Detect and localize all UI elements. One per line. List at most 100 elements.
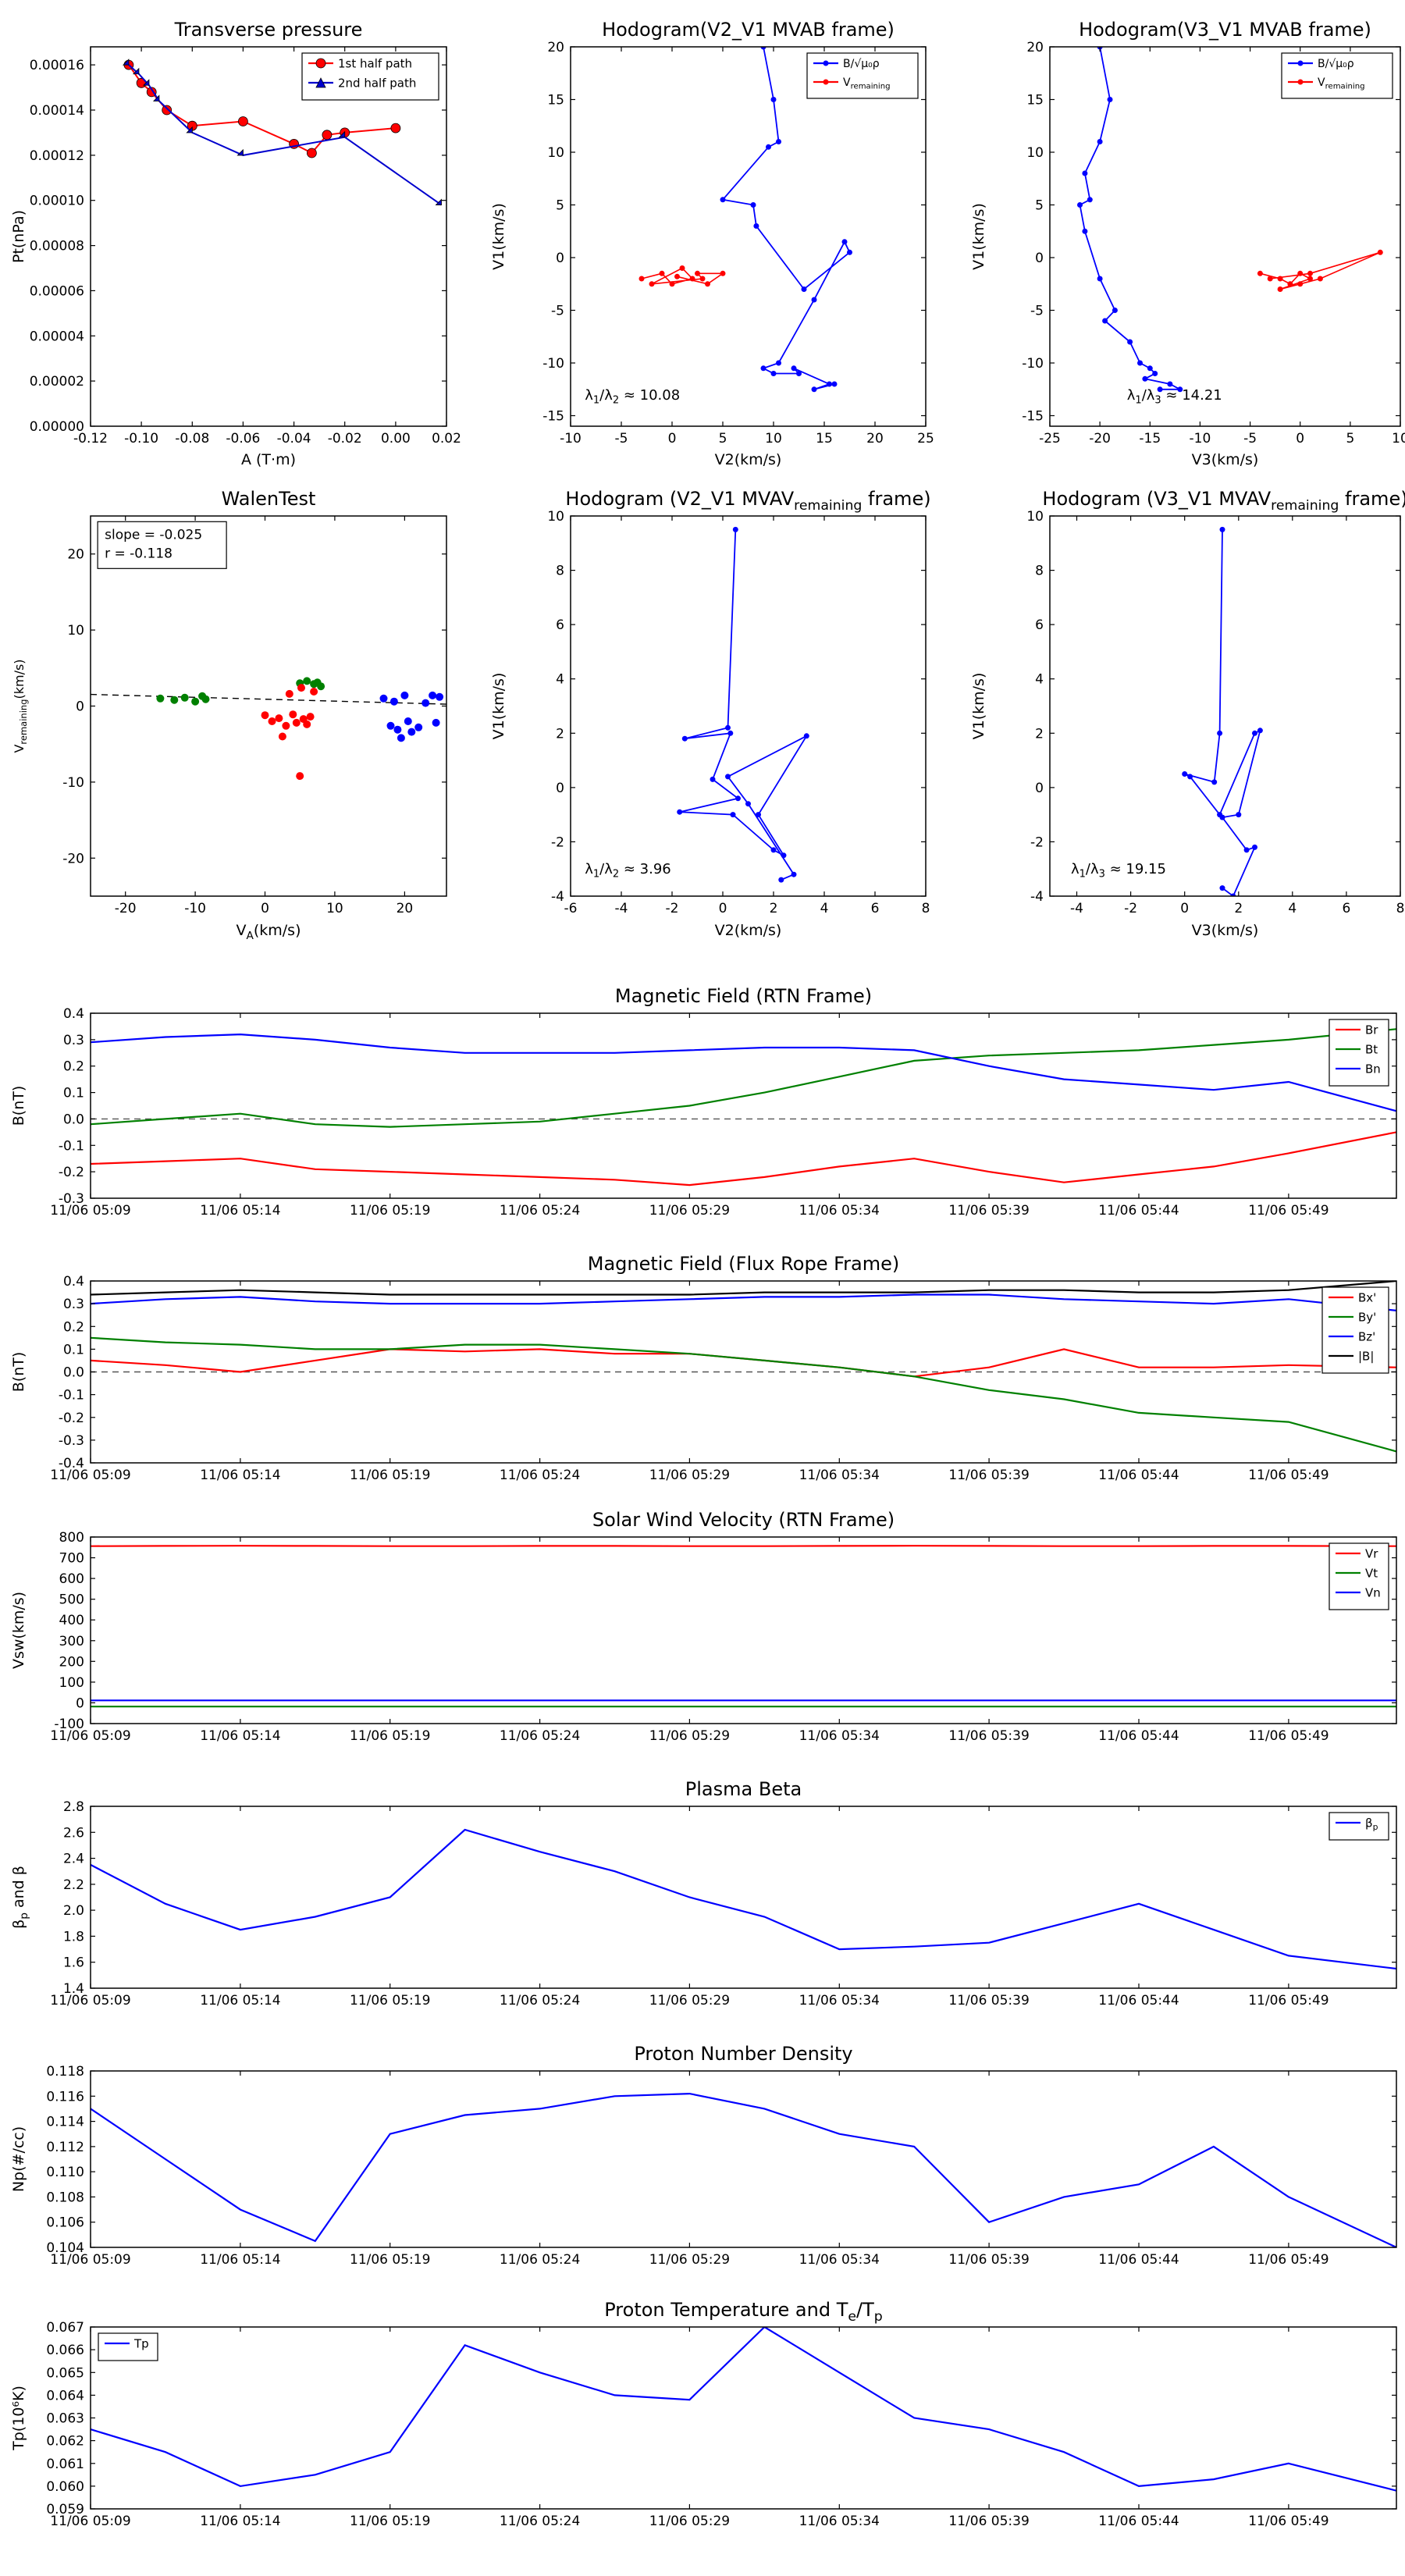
chart-title: Magnetic Field (RTN Frame): [615, 985, 872, 1007]
chart-title: Solar Wind Velocity (RTN Frame): [592, 1509, 895, 1531]
svg-text:2.6: 2.6: [63, 1825, 84, 1841]
svg-text:Bx': Bx': [1358, 1290, 1376, 1304]
legend: βp​: [1329, 1812, 1389, 1841]
svg-text:11/06 05:34: 11/06 05:34: [799, 1993, 880, 2008]
svg-text:0.00014: 0.00014: [30, 103, 84, 119]
svg-text:11/06 05:39: 11/06 05:39: [948, 2514, 1029, 2529]
chart-magnetic-field-flux-rope: 11/06 05:09 11/06 05:14 11/06 05:19 11/06 0…: [8, 1244, 1405, 1494]
svg-text:0.3: 0.3: [63, 1033, 84, 1048]
svg-text:0.00000: 0.00000: [30, 419, 84, 435]
svg-text:2: 2: [1035, 726, 1044, 742]
svg-text:11/06 05:24: 11/06 05:24: [500, 1728, 580, 1744]
svg-text:By': By': [1358, 1310, 1376, 1324]
svg-text:10: 10: [1392, 431, 1405, 447]
svg-text:6: 6: [556, 617, 564, 633]
svg-text:11/06 05:49: 11/06 05:49: [1248, 1468, 1329, 1483]
svg-text:0.104: 0.104: [46, 2240, 84, 2256]
svg-text:0.114: 0.114: [46, 2115, 84, 2130]
svg-text:11/06 05:24: 11/06 05:24: [500, 2514, 580, 2529]
svg-text:20: 20: [866, 431, 884, 447]
svg-text:5: 5: [556, 198, 564, 214]
svg-text:0.4: 0.4: [63, 1274, 84, 1290]
svg-text:11/06 05:44: 11/06 05:44: [1098, 1728, 1179, 1744]
svg-text:10: 10: [765, 431, 782, 447]
svg-text:500: 500: [59, 1592, 84, 1608]
svg-text:-25: -25: [1039, 431, 1061, 447]
x-axis-label: V2(km/s): [715, 451, 782, 468]
svg-text:0.2: 0.2: [63, 1319, 84, 1335]
svg-text:2nd half path: 2nd half path: [338, 76, 416, 90]
svg-text:0: 0: [1180, 901, 1189, 916]
chart-title: WalenTest: [222, 488, 316, 510]
chart-proton-number-density: 11/06 05:09 11/06 05:14 11/06 05:19 11/06 0…: [8, 2033, 1405, 2279]
chart-transverse-pressure: -0.12 -0.10 -0.08 -0.06 -0.04 -0.02 0.00 0.02 0.…: [8, 8, 461, 472]
svg-text:11/06 05:44: 11/06 05:44: [1098, 1468, 1179, 1483]
svg-text:20: 20: [1026, 40, 1044, 55]
y-axis-label: Vsw(km/s): [10, 1592, 27, 1669]
svg-text:Bt: Bt: [1365, 1042, 1378, 1056]
annotation: λ1​/λ3​ ≈ 19.15: [1071, 861, 1166, 881]
svg-text:2: 2: [770, 901, 778, 916]
svg-text:11/06 05:29: 11/06 05:29: [649, 1728, 730, 1744]
chart-title: Proton Temperature and Te​/Tp​: [604, 2299, 883, 2325]
svg-text:-0.3: -0.3: [59, 1433, 84, 1449]
svg-text:11/06 05:29: 11/06 05:29: [649, 1468, 730, 1483]
svg-text:0.3: 0.3: [63, 1297, 84, 1312]
svg-text:0: 0: [1296, 431, 1304, 447]
svg-text:10: 10: [1026, 509, 1044, 525]
plot-area: [91, 2092, 1396, 2247]
y-axis-label: V1(km/s): [970, 673, 987, 740]
svg-text:-0.08: -0.08: [175, 431, 209, 447]
svg-text:-5: -5: [1030, 304, 1044, 319]
svg-text:11/06 05:39: 11/06 05:39: [948, 1728, 1029, 1744]
plot-area: [91, 1828, 1396, 1970]
svg-text:0.2: 0.2: [63, 1059, 84, 1075]
svg-text:5: 5: [719, 431, 727, 447]
svg-text:11/06 05:14: 11/06 05:14: [200, 1728, 280, 1744]
svg-text:0.4: 0.4: [63, 1006, 84, 1022]
svg-text:-4: -4: [1030, 889, 1044, 905]
svg-text:11/06 05:14: 11/06 05:14: [200, 2514, 280, 2529]
y-axis-label: V1(km/s): [970, 203, 987, 270]
svg-text:-10: -10: [62, 775, 84, 791]
svg-text:11/06 05:24: 11/06 05:24: [500, 1468, 580, 1483]
svg-text:4: 4: [556, 672, 564, 688]
svg-text:0: 0: [556, 251, 564, 266]
svg-text:2: 2: [1234, 901, 1243, 916]
svg-text:10: 10: [326, 901, 343, 916]
svg-text:-10: -10: [1190, 431, 1211, 447]
svg-text:r = -0.118: r = -0.118: [105, 546, 173, 561]
svg-text:Vn: Vn: [1365, 1585, 1381, 1599]
svg-text:400: 400: [59, 1613, 84, 1628]
svg-text:0.112: 0.112: [46, 2140, 84, 2155]
svg-text:-0.02: -0.02: [328, 431, 362, 447]
svg-text:-10: -10: [542, 356, 564, 372]
svg-text:11/06 05:44: 11/06 05:44: [1098, 1203, 1179, 1219]
svg-text:8: 8: [1396, 901, 1405, 916]
svg-text:11/06 05:39: 11/06 05:39: [948, 1993, 1029, 2008]
svg-text:-0.04: -0.04: [277, 431, 311, 447]
svg-text:11/06 05:49: 11/06 05:49: [1248, 1993, 1329, 2008]
svg-text:11/06 05:19: 11/06 05:19: [350, 1468, 430, 1483]
svg-text:11/06 05:19: 11/06 05:19: [350, 1203, 430, 1219]
svg-text:2.4: 2.4: [63, 1852, 84, 1867]
svg-text:11/06 05:14: 11/06 05:14: [200, 1993, 280, 2008]
svg-text:0: 0: [556, 781, 564, 796]
svg-text:-20: -20: [1089, 431, 1111, 447]
svg-text:11/06 05:09: 11/06 05:09: [50, 2514, 130, 2529]
svg-text:11/06 05:34: 11/06 05:34: [799, 1203, 880, 1219]
svg-text:10: 10: [1026, 145, 1044, 161]
svg-text:11/06 05:49: 11/06 05:49: [1248, 2514, 1329, 2529]
svg-text:5: 5: [1346, 431, 1354, 447]
svg-text:0.0: 0.0: [63, 1112, 84, 1127]
svg-text:0.110: 0.110: [46, 2165, 84, 2180]
svg-text:10: 10: [547, 145, 564, 161]
svg-text:11/06 05:34: 11/06 05:34: [799, 1728, 880, 1744]
svg-text:Br: Br: [1365, 1023, 1378, 1037]
svg-text:-20: -20: [115, 901, 137, 916]
svg-text:-15: -15: [542, 409, 564, 425]
svg-text:0: 0: [261, 901, 269, 916]
svg-text:2: 2: [556, 726, 564, 742]
svg-text:-15: -15: [1022, 409, 1044, 425]
